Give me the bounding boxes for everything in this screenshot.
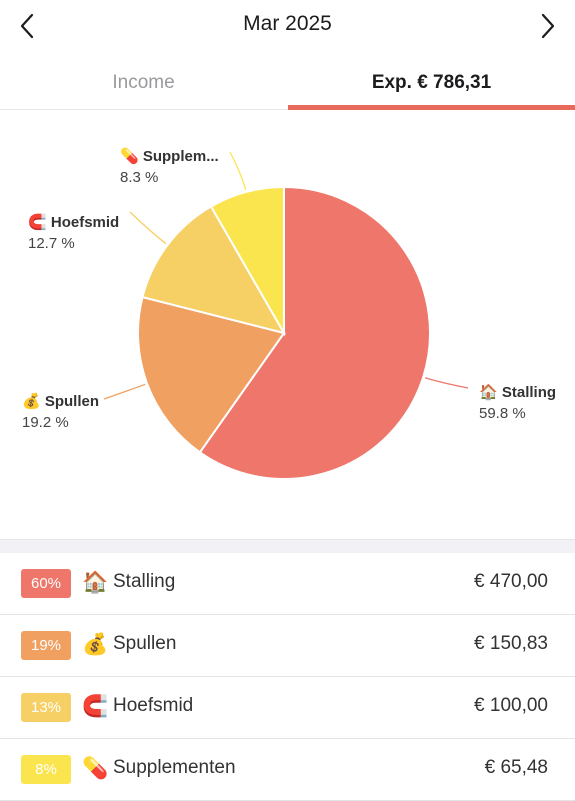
leader-line-hoefsmid	[129, 211, 167, 245]
slice-name: 💰 Spullen	[22, 391, 99, 412]
category-label: Hoefsmid	[113, 695, 194, 716]
slice-name: 💊 Supplem...	[120, 146, 219, 167]
slice-name: 🧲 Hoefsmid	[28, 212, 119, 233]
house-icon: 🏠	[479, 384, 498, 401]
tab-expenses[interactable]: Exp. € 786,31	[371, 71, 492, 93]
magnet-icon: 🧲	[28, 214, 47, 231]
slice-label-supplementen: 💊 Supplem... 8.3 %	[120, 146, 219, 188]
tab-income[interactable]: Income	[112, 71, 175, 93]
category-row-spullen[interactable]: 19% 💰 Spullen € 150,83	[0, 615, 575, 677]
top-bar: Mar 2025	[0, 0, 575, 52]
next-month-button[interactable]	[528, 8, 568, 44]
slice-name-text: Hoefsmid	[46, 214, 120, 231]
previous-month-button[interactable]	[7, 8, 47, 44]
tab-divider	[0, 109, 288, 110]
pie-chart-svg	[103, 151, 469, 480]
percent-badge: 19%	[21, 631, 71, 660]
leader-line-stalling	[424, 377, 469, 389]
category-row-hoefsmid[interactable]: 13% 🧲 Hoefsmid € 100,00	[0, 677, 575, 739]
category-row-stalling[interactable]: 60% 🏠 Stalling € 470,00	[0, 553, 575, 615]
percent-badge: 8%	[21, 755, 71, 784]
money-bag-icon: 💰	[22, 393, 41, 410]
category-label: Supplementen	[113, 757, 236, 778]
month-title: Mar 2025	[243, 12, 332, 35]
pie-slice-stalling[interactable]	[198, 185, 431, 480]
percent-badge: 13%	[21, 693, 71, 722]
leader-line-spullen	[103, 383, 146, 400]
category-row-supplementen[interactable]: 8% 💊 Supplementen € 65,48	[0, 739, 575, 801]
pie-chart: 🏠 Stalling 59.8 % 💰 Spullen 19.2 % 🧲 Hoefsmi…	[0, 112, 575, 540]
money-bag-icon: 💰	[82, 633, 109, 656]
slice-name: 🏠 Stalling	[479, 382, 556, 403]
chevron-left-icon	[20, 13, 34, 39]
slice-name-text: Stalling	[497, 384, 557, 401]
pie-slice-hoefsmid[interactable]	[141, 205, 287, 335]
chevron-right-icon	[541, 13, 555, 39]
magnet-icon: 🧲	[82, 695, 109, 718]
active-tab-indicator	[288, 105, 575, 110]
percent-badge: 60%	[21, 569, 71, 598]
category-amount: € 470,00	[474, 571, 548, 592]
category-list: 60% 🏠 Stalling € 470,00 19% 💰 Spullen € …	[0, 553, 575, 801]
slice-label-hoefsmid: 🧲 Hoefsmid 12.7 %	[28, 212, 119, 254]
pill-icon: 💊	[82, 757, 109, 780]
slice-name-text: Spullen	[40, 393, 100, 410]
slice-percent: 8.3 %	[120, 169, 159, 186]
category-amount: € 100,00	[474, 695, 548, 716]
pie-slice-spullen[interactable]	[137, 295, 286, 454]
category-label: Stalling	[113, 571, 176, 592]
category-amount: € 65,48	[484, 757, 548, 778]
pie-slice-supplementen[interactable]	[209, 185, 285, 337]
section-separator	[0, 539, 575, 553]
category-label: Spullen	[113, 633, 177, 654]
category-amount: € 150,83	[474, 633, 548, 654]
slice-label-spullen: 💰 Spullen 19.2 %	[22, 391, 99, 433]
tab-bar: Income Exp. € 786,31	[0, 60, 575, 112]
leader-line-supplementen	[229, 151, 247, 191]
slice-percent: 12.7 %	[28, 235, 75, 252]
slice-label-stalling: 🏠 Stalling 59.8 %	[479, 382, 556, 424]
slice-percent: 59.8 %	[479, 405, 526, 422]
house-icon: 🏠	[82, 571, 109, 594]
pill-icon: 💊	[120, 148, 139, 165]
slice-percent: 19.2 %	[22, 414, 69, 431]
slice-name-text: Supplem...	[138, 148, 219, 165]
